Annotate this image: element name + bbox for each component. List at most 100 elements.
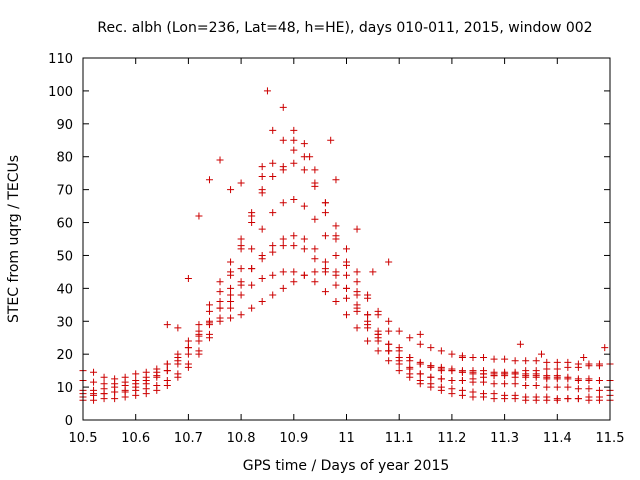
- data-point: [90, 378, 98, 386]
- data-point: [343, 284, 350, 292]
- y-tick-label: 100: [48, 85, 73, 100]
- data-point: [279, 166, 287, 174]
- data-point: [369, 268, 377, 276]
- x-tick-label: 11.5: [596, 431, 625, 446]
- data-point: [564, 375, 572, 383]
- data-point: [553, 383, 561, 391]
- data-point: [300, 166, 308, 174]
- data-point: [501, 372, 509, 380]
- y-tick-label: 0: [65, 414, 73, 429]
- data-point: [311, 255, 319, 263]
- data-point: [353, 225, 361, 233]
- data-point: [205, 301, 213, 309]
- data-point: [248, 219, 256, 227]
- data-point: [163, 321, 171, 329]
- data-point: [132, 377, 140, 385]
- data-point: [300, 140, 308, 148]
- data-point: [227, 314, 235, 322]
- data-point: [364, 294, 372, 302]
- data-point: [248, 209, 256, 217]
- data-point: [195, 321, 203, 329]
- data-point: [532, 373, 540, 381]
- data-point: [300, 245, 308, 253]
- data-point: [427, 344, 435, 352]
- data-point: [216, 156, 224, 164]
- data-point: [205, 176, 213, 184]
- x-axis-ticks: 10.5 10.6 10.7 10.8 10.9 11 11.1 11.2 11.3 11.4 11…: [69, 58, 625, 446]
- data-point: [258, 274, 266, 282]
- data-point: [321, 258, 329, 266]
- data-point: [553, 358, 561, 366]
- data-point: [416, 358, 424, 366]
- data-point: [595, 386, 603, 394]
- data-point: [321, 209, 329, 217]
- data-point: [437, 386, 445, 394]
- data-points: [79, 87, 614, 404]
- data-point: [332, 222, 340, 230]
- data-point: [448, 390, 456, 398]
- data-point: [237, 242, 245, 250]
- data-point: [311, 182, 319, 190]
- data-point: [448, 367, 456, 375]
- data-point: [306, 153, 314, 161]
- data-point: [585, 377, 593, 385]
- data-point: [480, 353, 488, 361]
- data-point: [237, 179, 245, 187]
- data-point: [227, 304, 235, 312]
- data-point: [311, 268, 319, 276]
- data-point: [216, 314, 224, 322]
- data-point: [311, 215, 319, 223]
- data-point: [585, 393, 593, 401]
- data-point: [406, 334, 414, 342]
- data-point: [532, 396, 540, 404]
- data-point: [258, 255, 266, 263]
- data-point: [511, 373, 519, 381]
- data-point: [327, 136, 335, 144]
- data-point: [269, 172, 277, 180]
- data-point: [437, 347, 445, 355]
- data-point: [321, 268, 329, 276]
- data-point: [258, 225, 266, 233]
- data-point: [553, 365, 561, 373]
- data-point: [263, 87, 271, 95]
- data-point: [205, 319, 213, 327]
- data-point: [100, 390, 108, 398]
- plot-frame: [82, 57, 611, 421]
- data-point: [290, 242, 298, 250]
- y-tick-label: 110: [48, 52, 73, 67]
- data-point: [364, 337, 372, 345]
- data-point: [227, 298, 235, 306]
- data-point: [427, 383, 435, 391]
- data-point: [364, 311, 372, 319]
- data-point: [163, 377, 171, 385]
- data-point: [269, 126, 277, 134]
- data-point: [227, 284, 235, 292]
- data-point: [601, 344, 609, 352]
- data-point: [311, 278, 319, 286]
- data-point: [332, 298, 340, 306]
- data-point: [111, 388, 119, 396]
- data-point: [353, 307, 361, 315]
- data-point: [174, 360, 182, 368]
- y-tick-label: 70: [56, 184, 73, 199]
- data-point: [258, 298, 266, 306]
- y-tick-label: 30: [56, 315, 73, 330]
- data-point: [343, 311, 350, 319]
- data-point: [248, 265, 256, 273]
- x-tick-label: 11: [338, 431, 355, 446]
- data-point: [385, 340, 393, 348]
- data-point: [311, 245, 319, 253]
- data-point: [501, 380, 509, 388]
- x-tick-label: 10.8: [227, 431, 256, 446]
- data-point: [501, 395, 509, 403]
- y-axis-ticks: 0 10 20 30 40 50 60 70 80 90 100 110: [48, 52, 610, 429]
- data-point: [290, 126, 298, 134]
- data-point: [574, 395, 582, 403]
- data-point: [374, 307, 382, 315]
- data-point: [163, 360, 171, 368]
- data-point: [522, 357, 530, 365]
- data-point: [332, 281, 340, 289]
- series-satellite-h: [79, 242, 614, 385]
- data-point: [437, 375, 445, 383]
- data-point: [290, 196, 298, 204]
